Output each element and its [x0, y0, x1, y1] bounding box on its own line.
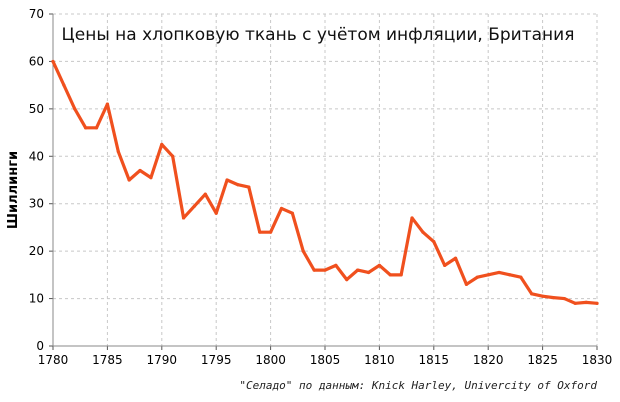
data-point	[356, 268, 360, 272]
data-point	[149, 176, 153, 180]
data-point	[138, 168, 142, 173]
data-point	[443, 263, 447, 267]
y-tick-label: 30	[29, 197, 44, 211]
data-point	[116, 149, 120, 154]
data-point	[279, 206, 284, 211]
y-tick-label: 20	[29, 244, 44, 258]
data-point	[399, 273, 403, 277]
data-point	[171, 154, 175, 158]
data-point	[377, 263, 381, 267]
x-tick-label: 1815	[419, 353, 450, 367]
data-point	[573, 301, 577, 305]
data-point	[584, 300, 588, 304]
y-tick-label: 40	[29, 149, 44, 163]
data-point	[247, 185, 251, 189]
data-point	[73, 107, 77, 111]
x-tick-label: 1810	[364, 353, 395, 367]
data-point	[290, 211, 294, 215]
y-axis-label: Шиллинги	[6, 151, 21, 229]
x-tick-label: 1790	[147, 353, 178, 367]
data-point	[475, 275, 479, 279]
data-point	[203, 192, 207, 196]
data-point	[464, 282, 469, 286]
data-point	[192, 204, 197, 208]
data-point	[519, 275, 523, 279]
data-point	[334, 263, 338, 267]
data-point	[366, 270, 371, 275]
data-point	[432, 240, 436, 244]
x-tick-label: 1825	[527, 353, 558, 367]
tick-labels: 1780 1785 1790 1795 1800 1805 1810 1815 1820 1825…	[29, 7, 613, 367]
data-point	[388, 273, 392, 277]
y-tick-label: 10	[29, 292, 44, 306]
data-point	[258, 230, 262, 234]
data-point	[508, 273, 512, 277]
data-point	[541, 294, 545, 298]
series-0	[51, 59, 599, 305]
data-point	[421, 230, 425, 234]
data-point	[214, 211, 218, 215]
series-layer	[51, 59, 599, 305]
gridlines	[52, 13, 598, 347]
data-point	[595, 301, 599, 305]
chart-title: Цены на хлопковую ткань с учётом инфляци…	[62, 25, 575, 45]
data-point	[62, 83, 66, 87]
data-point	[562, 296, 566, 301]
data-point	[181, 216, 186, 220]
data-point	[410, 216, 414, 220]
y-tick-label: 70	[29, 7, 44, 21]
data-point	[301, 249, 305, 253]
data-point	[84, 126, 88, 130]
data-point	[160, 142, 164, 147]
data-point	[323, 268, 327, 272]
y-tick-label: 0	[36, 339, 44, 353]
data-point	[225, 178, 229, 182]
y-tick-label: 50	[29, 102, 44, 116]
data-point	[551, 296, 556, 300]
data-point	[453, 256, 458, 260]
data-point	[127, 178, 131, 182]
data-point	[497, 270, 501, 275]
data-point	[486, 273, 490, 277]
data-point	[94, 126, 99, 130]
data-point	[236, 183, 240, 187]
y-tick-label: 60	[29, 54, 44, 68]
x-tick-label: 1830	[582, 353, 613, 367]
axes	[49, 13, 598, 350]
data-point	[312, 268, 316, 272]
data-point	[269, 230, 273, 234]
x-tick-label: 1805	[310, 353, 341, 367]
data-point	[105, 102, 109, 106]
x-tick-label: 1785	[92, 353, 123, 367]
data-point	[345, 278, 349, 282]
x-tick-label: 1820	[473, 353, 504, 367]
x-tick-label: 1800	[255, 353, 286, 367]
source-note: "Селадо" по данным: Knick Harley, Univer…	[239, 379, 597, 392]
x-tick-label: 1795	[201, 353, 232, 367]
data-point	[530, 292, 534, 296]
x-tick-label: 1780	[38, 353, 69, 367]
data-point	[51, 59, 55, 64]
